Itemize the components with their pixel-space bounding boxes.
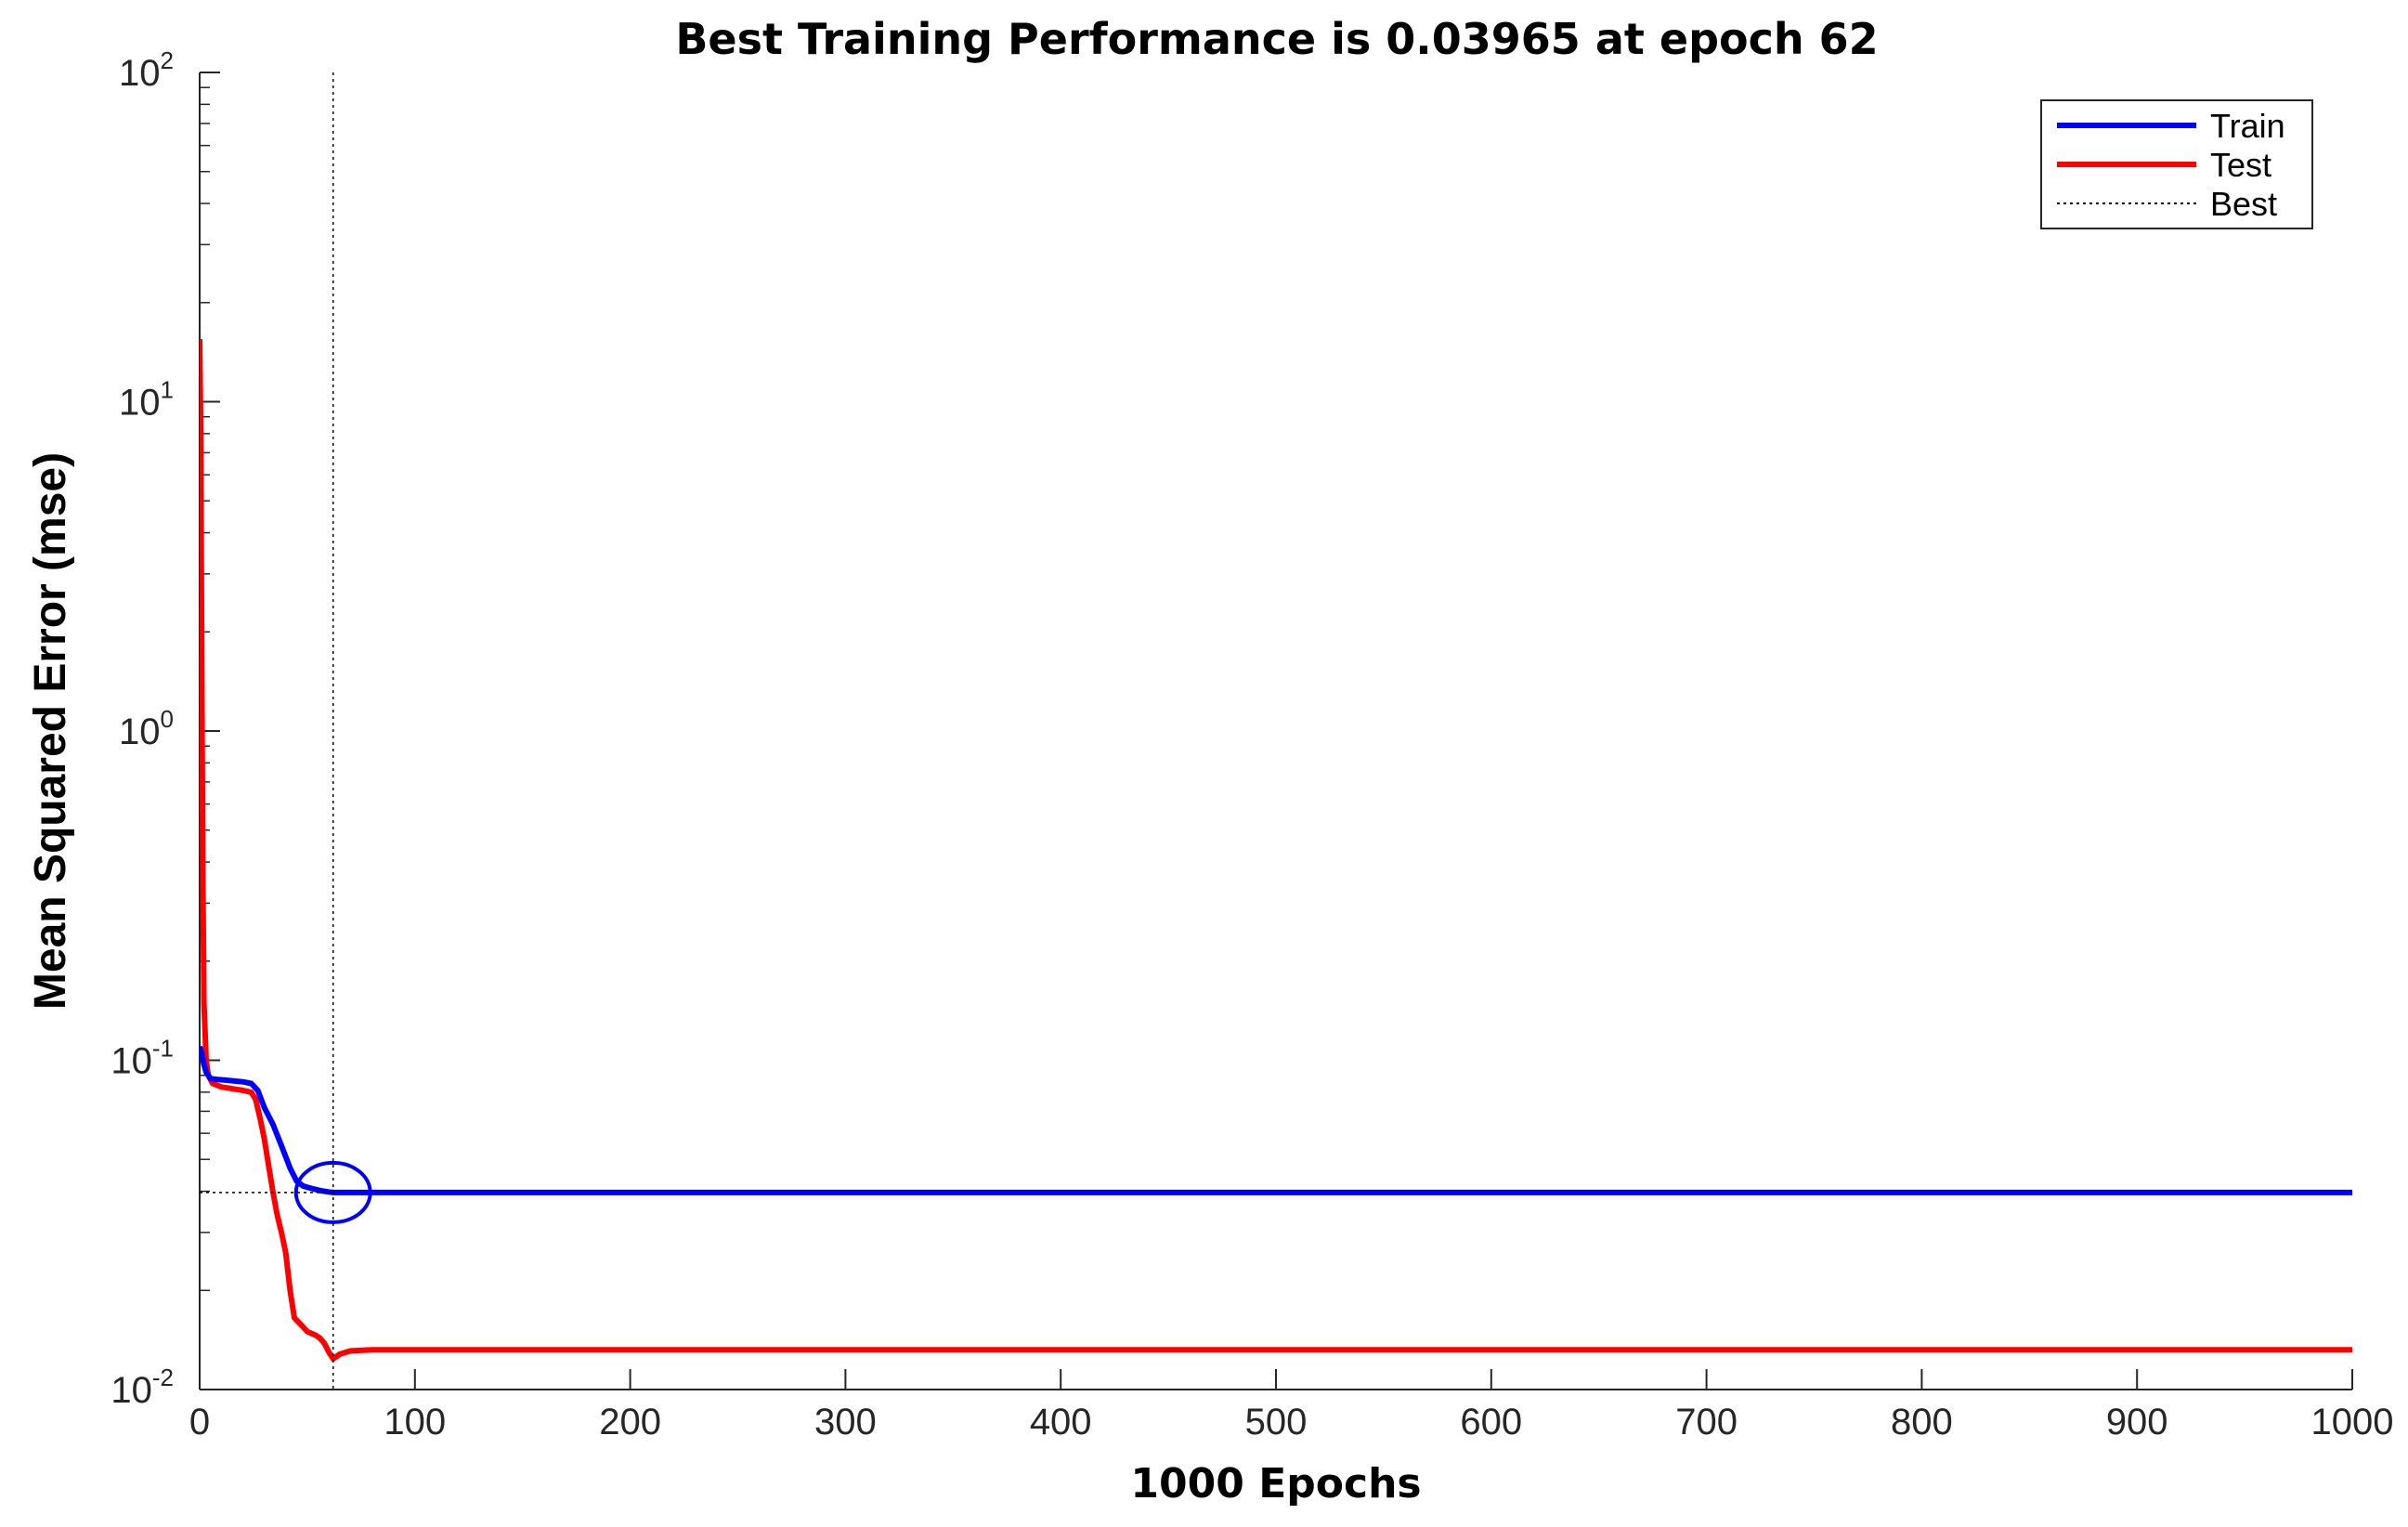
x-tick-label: 600 <box>1460 1402 1522 1442</box>
series-layer <box>200 338 2352 1362</box>
y-tick-label: 100 <box>119 705 174 752</box>
plot-area <box>200 72 2352 1390</box>
x-tick-label: 200 <box>599 1402 661 1442</box>
x-axis-label: 1000 Epochs <box>1130 1460 1421 1507</box>
x-tick-label: 0 <box>189 1402 210 1442</box>
x-tick-label: 400 <box>1030 1402 1092 1442</box>
chart-title: Best Training Performance is 0.03965 at … <box>675 14 1878 64</box>
legend-label-test: Test <box>2210 146 2271 184</box>
legend-label-best: Best <box>2210 185 2277 223</box>
y-tick-label: 101 <box>119 376 174 424</box>
x-tick-label: 500 <box>1245 1402 1308 1442</box>
x-tick-label: 100 <box>384 1402 446 1442</box>
legend: Train Test Best <box>2040 99 2313 229</box>
best-marker-layer <box>200 72 372 1390</box>
y-tick-label: 102 <box>119 46 174 94</box>
x-axis-ticks: 0 100 200 300 400 500 600 700 800 900 1000 <box>189 1369 2394 1442</box>
series-line-train <box>200 1045 2352 1195</box>
x-tick-label: 700 <box>1675 1402 1738 1442</box>
y-tick-label: 10-1 <box>111 1035 174 1082</box>
y-axis-ticks: 10-2 10-1 100 101 102 <box>111 46 220 1411</box>
x-tick-label: 900 <box>2106 1402 2168 1442</box>
x-tick-label: 1000 <box>2311 1402 2394 1442</box>
y-axis-label: Mean Squared Error (mse) <box>26 452 75 1010</box>
legend-label-train: Train <box>2210 107 2285 145</box>
x-tick-label: 800 <box>1891 1402 1953 1442</box>
x-tick-label: 300 <box>814 1402 877 1442</box>
best-point-marker <box>293 1160 372 1224</box>
y-tick-label: 10-2 <box>111 1364 174 1411</box>
